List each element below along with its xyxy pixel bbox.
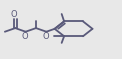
Text: O: O (42, 32, 49, 41)
Text: O: O (21, 32, 28, 41)
Text: O: O (10, 9, 17, 19)
